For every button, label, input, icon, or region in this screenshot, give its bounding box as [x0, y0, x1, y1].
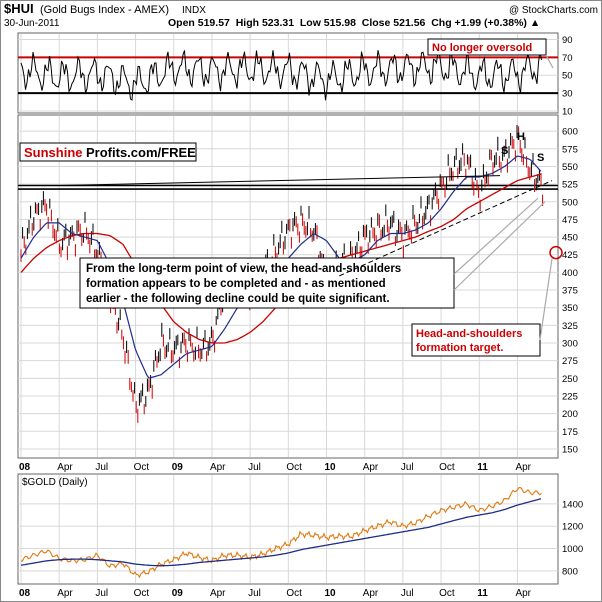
oversold-box	[427, 38, 547, 56]
gold-tick-label: 1400	[562, 499, 583, 510]
header-name: (Gold Bugs Index - AMEX)	[40, 4, 169, 16]
header-date: 30-Jun-2011	[4, 18, 60, 29]
target-note-line-2: formation target.	[416, 342, 503, 354]
main-note-line-1: From the long-term point of view, the he…	[86, 263, 401, 275]
x-tick-label: Apr	[363, 462, 379, 473]
price-tick-label: 400	[562, 268, 578, 279]
hs-right-shoulder: S	[537, 152, 544, 164]
price-tick-label: 200	[562, 409, 578, 420]
rsi-tick-label: 30	[562, 89, 573, 100]
x-tick-label: Apr	[210, 588, 226, 599]
rsi-tick-label: 90	[562, 35, 573, 46]
gold-ma-line	[20, 498, 542, 567]
annotation-overlay	[61, 54, 563, 341]
x-tick-label: Oct	[439, 462, 455, 473]
rsi-tick-label: 50	[562, 71, 573, 82]
x-tick-label: Oct	[286, 462, 302, 473]
rsi-series	[18, 49, 558, 101]
price-tick-label: 475	[562, 215, 578, 226]
x-tick-label: 10	[325, 588, 337, 599]
neckline-dashed	[339, 180, 553, 277]
price-tick-label: 600	[562, 127, 578, 138]
price-tick-label: 425	[562, 250, 578, 261]
hs-head: H	[517, 131, 525, 143]
x-tick-label: 08	[19, 462, 31, 473]
price-tick-label: 250	[562, 374, 578, 385]
brand-sunshine: Sunshine	[24, 145, 83, 160]
x-tick-label: Jul	[95, 462, 108, 473]
oversold-label: No longer oversold	[432, 42, 532, 54]
x-tick-label: Apr	[57, 462, 73, 473]
target-note-line-1: Head-and-shoulders	[416, 328, 522, 340]
target-note-box	[411, 323, 541, 357]
gold-tick-label: 1000	[562, 544, 583, 555]
oversold-pointer	[545, 54, 554, 69]
x-tick-label: Apr	[515, 588, 531, 599]
axis-labels: 08 08 Apr Apr Jul Jul Oct Oct 09 09 Apr Apr Jul Jul Oc…	[19, 35, 583, 599]
x-tick-label: 09	[172, 588, 184, 599]
price-tick-label: 575	[562, 144, 578, 155]
gold-series	[20, 487, 542, 579]
x-tick-label: Oct	[134, 588, 150, 599]
x-tick-label: Apr	[57, 588, 73, 599]
x-tick-label: Oct	[439, 588, 455, 599]
hs-left-shoulder: S	[501, 145, 508, 157]
price-tick-label: 450	[562, 233, 578, 244]
gold-price-line	[20, 487, 542, 579]
x-tick-label: Jul	[248, 588, 261, 599]
header-ohlc: Open 519.57 High 523.31 Low 515.98 Close…	[168, 17, 540, 29]
upper-trend-line	[61, 175, 501, 187]
target-pointer	[539, 258, 553, 341]
gold-tick-label: 1200	[562, 522, 583, 533]
x-tick-label: 09	[172, 462, 184, 473]
x-tick-label: Jul	[401, 588, 414, 599]
price-tick-label: 550	[562, 162, 578, 173]
gold-panel-title: $GOLD (Daily)	[22, 477, 88, 488]
price-tick-label: 525	[562, 180, 578, 191]
x-tick-label: Jul	[401, 462, 414, 473]
main-note-line-3: earlier - the following decline could be…	[86, 293, 390, 305]
rsi-line	[20, 49, 542, 101]
target-circle	[549, 245, 563, 260]
x-tick-label: 11	[477, 462, 488, 473]
note-pointer-1	[453, 197, 539, 275]
price-tick-label: 175	[562, 427, 578, 438]
x-tick-label: Oct	[286, 588, 302, 599]
header-type: INDX	[182, 5, 206, 16]
x-tick-label: Apr	[210, 462, 226, 473]
price-tick-label: 375	[562, 286, 578, 297]
price-tick-label: 350	[562, 303, 578, 314]
main-note-line-2: formation appears to be completed and - …	[86, 278, 386, 290]
x-tick-label: Oct	[134, 462, 150, 473]
x-tick-label: 11	[477, 588, 488, 599]
header-symbol: $HUI	[4, 1, 34, 16]
main-note-box	[79, 257, 455, 309]
x-tick-label: Apr	[363, 588, 379, 599]
x-tick-label: Apr	[515, 462, 531, 473]
price-tick-label: 225	[562, 391, 578, 402]
price-tick-label: 150	[562, 444, 578, 455]
brand-box	[19, 142, 197, 162]
x-tick-label: 10	[325, 462, 337, 473]
rsi-tick-label: 70	[562, 53, 573, 64]
price-tick-label: 275	[562, 356, 578, 367]
x-tick-label: 08	[19, 588, 31, 599]
brand-profits: Profits.com/FREE	[86, 145, 196, 160]
x-tick-label: Jul	[95, 588, 108, 599]
gold-tick-label: 800	[562, 566, 578, 577]
price-tick-label: 500	[562, 197, 578, 208]
note-pointer-2	[453, 201, 546, 291]
price-tick-label: 325	[562, 321, 578, 332]
header-copyright: @ StockCharts.com	[509, 5, 598, 16]
price-tick-label: 300	[562, 339, 578, 350]
rsi-tick-label: 10	[562, 107, 573, 118]
x-tick-label: Jul	[248, 462, 261, 473]
